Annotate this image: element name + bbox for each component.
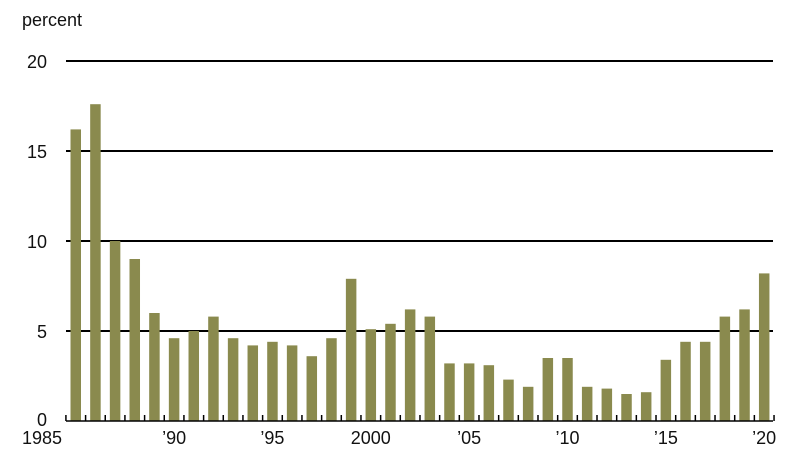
x-tick-label-1985: 1985 xyxy=(22,428,62,448)
bar-1999 xyxy=(345,278,357,421)
bar-1997 xyxy=(306,356,318,421)
bar-2005 xyxy=(463,363,475,421)
bar-2015 xyxy=(660,359,672,421)
bar-1988 xyxy=(129,259,141,421)
bar-2003 xyxy=(424,316,436,421)
y-tick-label-20: 20 xyxy=(27,52,47,72)
bar-2019 xyxy=(739,309,750,421)
bar-2020 xyxy=(758,273,770,421)
x-tick-label-2010: ’10 xyxy=(555,428,579,448)
x-tick-label-2020: ’20 xyxy=(752,428,776,448)
y-tick-label-0: 0 xyxy=(37,410,47,430)
bar-2004 xyxy=(444,363,455,421)
bar-1992 xyxy=(208,316,219,421)
bar-2018 xyxy=(719,316,731,421)
bar-1991 xyxy=(188,331,200,421)
bar-1989 xyxy=(149,313,160,421)
y-axis-unit-label: percent xyxy=(22,10,82,30)
bar-2012 xyxy=(601,388,613,421)
x-tick-label-2015: ’15 xyxy=(654,428,678,448)
bar-2000 xyxy=(365,329,377,421)
bar-1986 xyxy=(90,104,101,421)
bar-2006 xyxy=(483,365,495,421)
bar-2010 xyxy=(562,358,573,421)
bar-1987 xyxy=(109,241,121,421)
x-tick-label-1995: ’95 xyxy=(260,428,284,448)
bar-2009 xyxy=(542,358,554,421)
bar-2007 xyxy=(503,379,514,421)
y-tick-label-10: 10 xyxy=(27,232,47,252)
bar-2011 xyxy=(581,386,593,421)
bar-1993 xyxy=(227,338,239,421)
bar-1996 xyxy=(286,345,298,421)
x-tick-label-2005: ’05 xyxy=(457,428,481,448)
x-axis xyxy=(65,415,775,422)
bar-1995 xyxy=(267,341,278,421)
x-tick-label-2000: 2000 xyxy=(351,428,391,448)
bar-2014 xyxy=(640,392,652,421)
x-tick-label-1990: ’90 xyxy=(162,428,186,448)
y-tick-label-5: 5 xyxy=(37,322,47,342)
x-tick-labels: 1985 ’90 ’95 2000 ’05 ’10 ’15 ’20 xyxy=(22,428,776,448)
bar-2013 xyxy=(621,394,632,421)
bar-2002 xyxy=(404,309,416,421)
bar-2001 xyxy=(385,323,396,421)
bar-2017 xyxy=(699,341,711,421)
bar-1994 xyxy=(247,345,259,421)
bar-1998 xyxy=(326,338,337,421)
bar-1985 xyxy=(70,129,81,421)
y-tick-labels: 0 5 10 15 20 xyxy=(27,52,47,430)
bar-2008 xyxy=(522,386,534,421)
y-tick-label-15: 15 xyxy=(27,142,47,162)
bar-1990 xyxy=(168,338,180,421)
bar-2016 xyxy=(680,341,691,421)
bars xyxy=(70,104,770,421)
gridlines xyxy=(66,60,773,332)
